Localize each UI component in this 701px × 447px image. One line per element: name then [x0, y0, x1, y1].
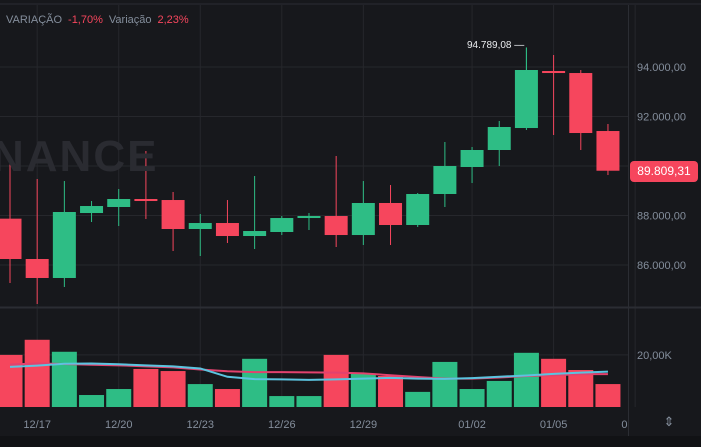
time-tick-label: 12/26	[268, 419, 296, 431]
variation-label-2: Variação	[108, 14, 152, 26]
candle-body	[134, 199, 158, 202]
volume-bar	[486, 380, 512, 407]
candle-body	[161, 200, 185, 230]
volume-bar	[323, 354, 349, 407]
variation-value: -1,70%	[68, 14, 103, 26]
volume-bar	[214, 389, 240, 407]
time-tick-label: 01/08	[621, 419, 649, 431]
volume-bar	[187, 384, 213, 407]
candle-body	[460, 149, 484, 168]
candle-body	[243, 231, 267, 237]
candle-body	[215, 223, 239, 237]
auto-scale-icon[interactable]: ⇕	[663, 414, 675, 429]
volume-bar	[24, 339, 50, 407]
candle-body	[514, 69, 538, 129]
candle-body	[52, 212, 76, 278]
time-tick-label: 12/17	[23, 419, 51, 431]
volume-bar	[242, 358, 268, 407]
time-axis: 12/17 12/20 12/23 12/26 12/29 01/02 01/05 01/08	[23, 419, 649, 431]
candle-body	[0, 218, 22, 260]
candle-body	[297, 216, 321, 219]
variation-value-2: 2,23%	[157, 14, 189, 26]
time-tick-label: 01/05	[540, 419, 568, 431]
candle-body	[542, 71, 566, 74]
volume-bar	[269, 396, 295, 407]
candle-body	[270, 218, 294, 233]
volume-tick-label: 20,00K	[637, 350, 673, 362]
chart-legend: VARIAÇÃO -1,70% Variação 2,23%	[6, 14, 189, 26]
volume-bar	[79, 395, 105, 407]
volume-bar	[432, 361, 458, 407]
candle-body	[188, 223, 212, 230]
volume-ma-fast-line	[9, 362, 608, 381]
candle-body	[406, 194, 430, 225]
volume-bar	[595, 384, 621, 407]
volume-bar	[513, 352, 539, 407]
candle-body	[569, 73, 593, 134]
volume-bar	[296, 396, 322, 407]
candle-body	[379, 202, 403, 225]
price-tick-label: 86.000,00	[637, 260, 686, 272]
volume-bar	[106, 389, 132, 407]
volume-bar	[133, 368, 159, 407]
volume-bar	[51, 351, 77, 407]
time-tick-label: 12/23	[186, 419, 214, 431]
candle-body	[80, 206, 104, 214]
candle-body	[433, 166, 457, 195]
candle-body	[596, 131, 620, 171]
candle-body	[107, 199, 131, 208]
price-tick-label: 92.000,00	[637, 112, 686, 124]
volume-bar	[568, 370, 594, 407]
volume-bar	[160, 371, 186, 407]
time-tick-label: 01/02	[458, 419, 486, 431]
volume-bar	[405, 391, 431, 407]
candle-body	[487, 127, 511, 150]
volume-bar	[459, 389, 485, 407]
volume-bar	[378, 375, 404, 407]
volume-bar	[0, 354, 23, 407]
candle-body	[25, 259, 49, 278]
price-tick-label: 88.000,00	[637, 211, 686, 223]
time-tick-label: 12/29	[350, 419, 378, 431]
time-tick-label: 12/20	[105, 419, 133, 431]
candle-body	[324, 216, 348, 236]
variation-label: VARIAÇÃO	[6, 14, 63, 26]
current-price-tag: 89.809,31	[630, 161, 698, 182]
bottom-strip	[0, 436, 701, 447]
volume-bar	[541, 358, 567, 407]
price-tick-label: 94.000,00	[637, 62, 686, 74]
candle-body	[351, 202, 375, 236]
high-marker-label: 94.789,08 —	[467, 40, 525, 51]
